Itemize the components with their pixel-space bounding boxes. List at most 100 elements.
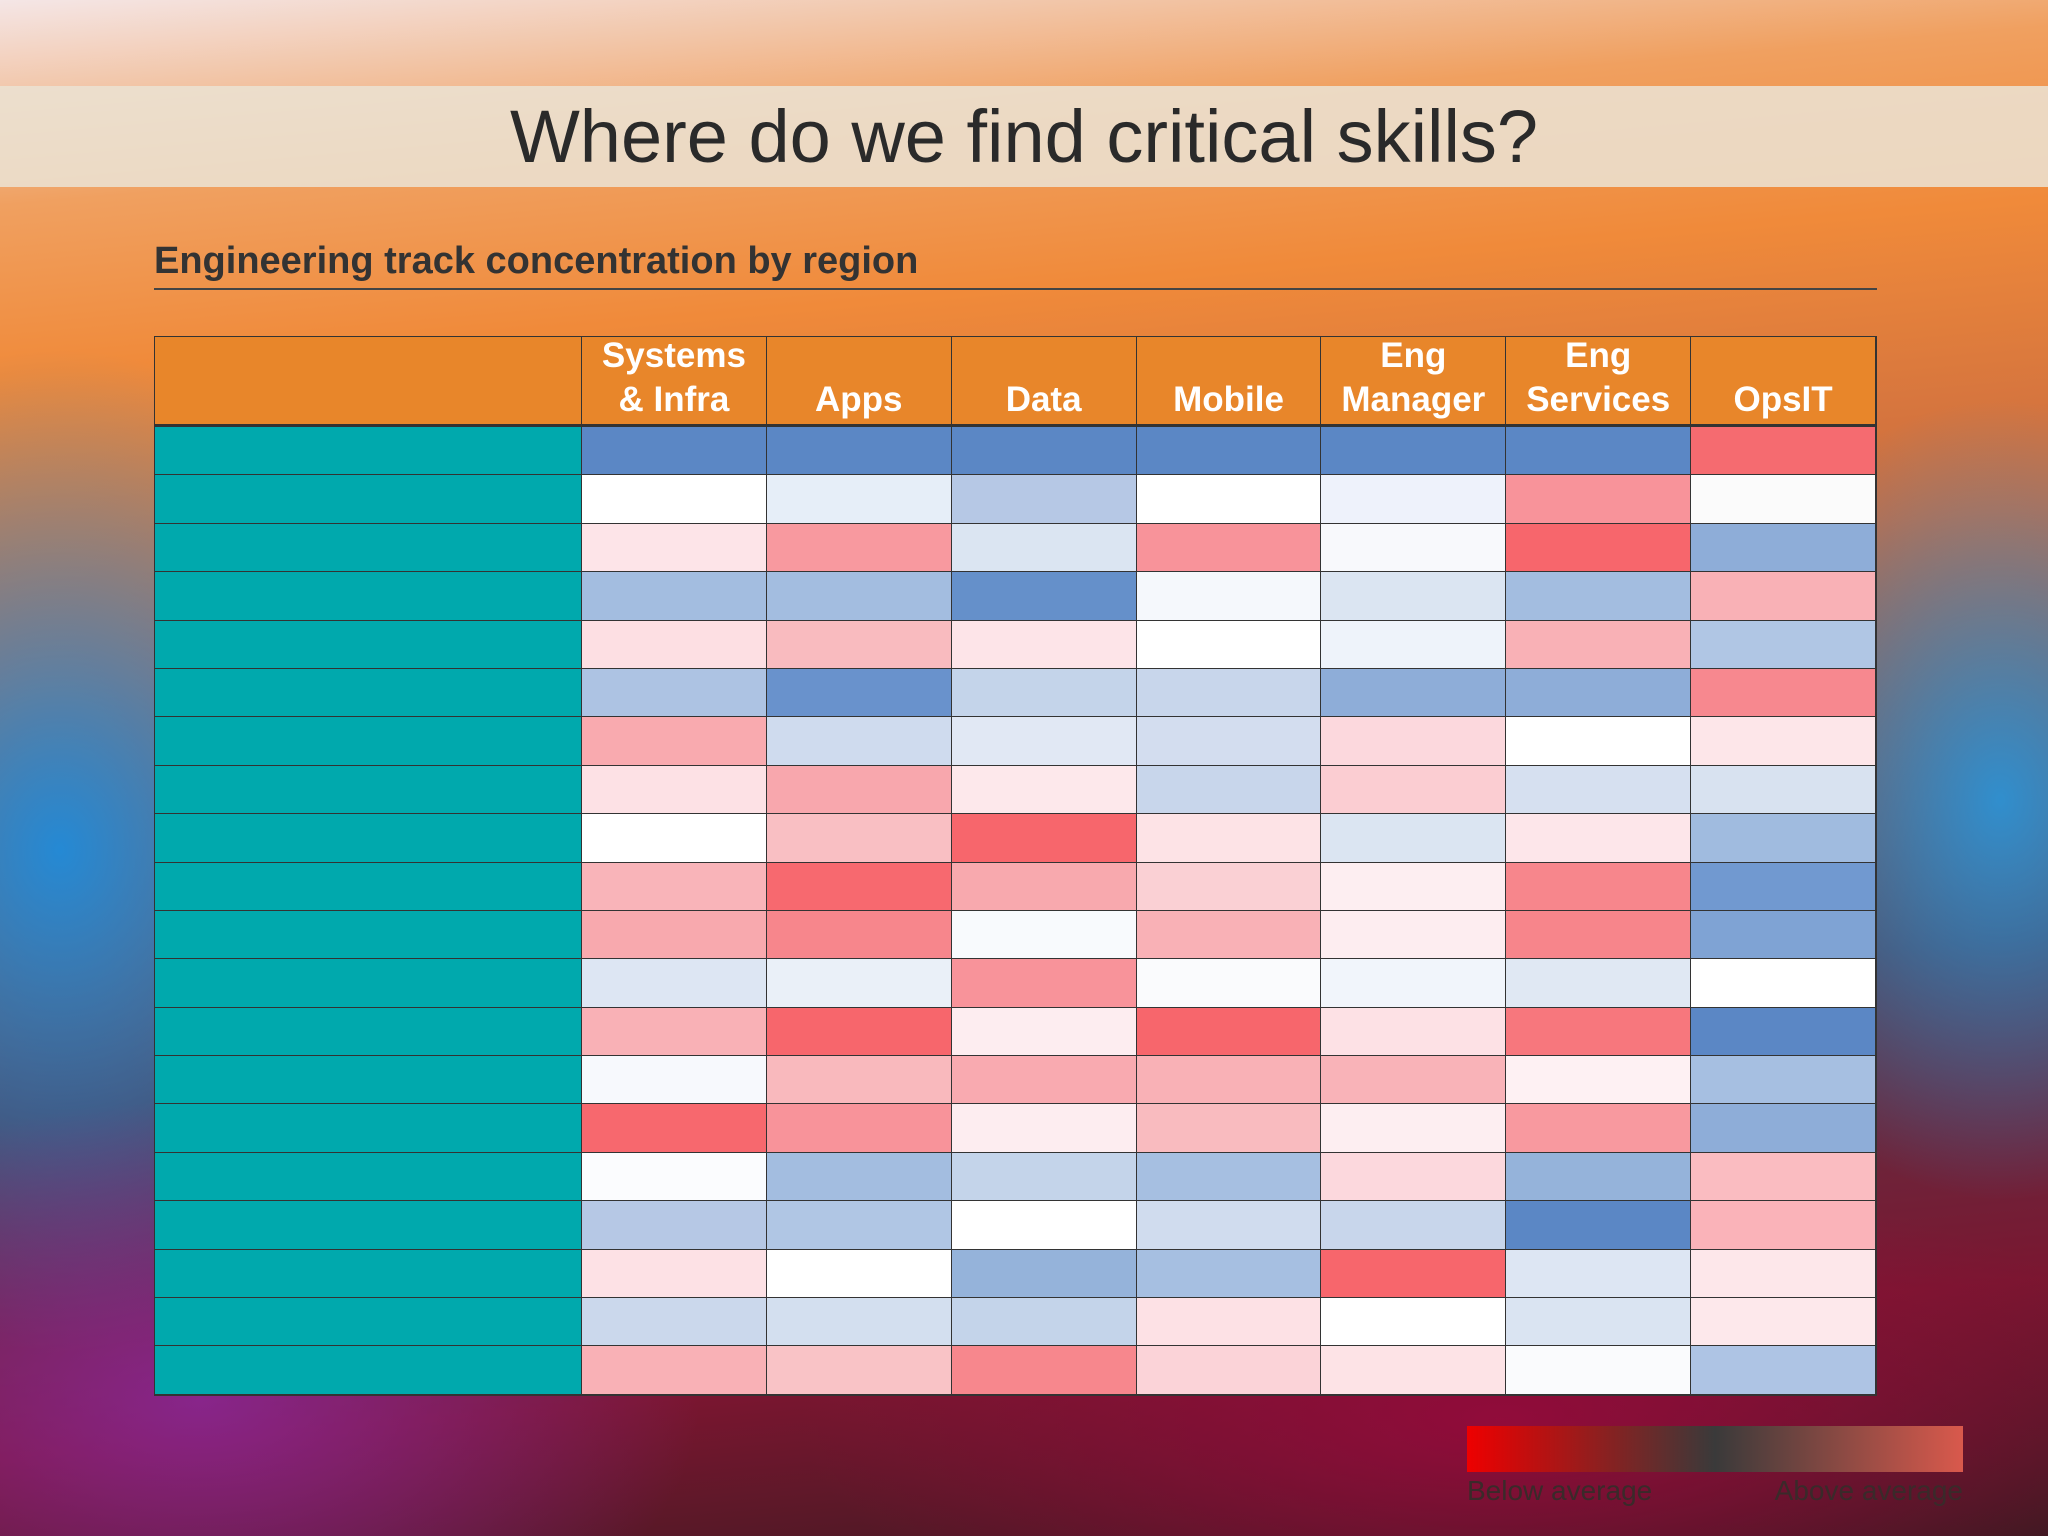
title-banner bbox=[0, 86, 2048, 187]
heatmap-cell bbox=[582, 765, 767, 815]
heatmap-cell bbox=[951, 475, 1137, 524]
heatmap-cell bbox=[1691, 1346, 1876, 1395]
heatmap-cell bbox=[1691, 862, 1876, 911]
column-header: Eng Services bbox=[1506, 336, 1692, 427]
row-label-cell bbox=[155, 1298, 582, 1347]
heatmap-cell bbox=[1691, 523, 1876, 573]
column-header: Eng Manager bbox=[1321, 336, 1507, 427]
heatmap-cell bbox=[1321, 717, 1507, 766]
heatmap-cell bbox=[1136, 1104, 1322, 1153]
row-label-cell bbox=[155, 910, 582, 960]
heatmap-cell bbox=[766, 620, 952, 669]
row-label-cell bbox=[155, 1346, 582, 1395]
row-label-cell bbox=[155, 862, 582, 911]
heatmap-cell bbox=[582, 427, 767, 476]
row-label-cell bbox=[155, 1104, 582, 1153]
heatmap-cell bbox=[1321, 1201, 1507, 1250]
heatmap-cell bbox=[1136, 1249, 1322, 1299]
heatmap-cell bbox=[1691, 1201, 1876, 1250]
subtitle-rule bbox=[154, 288, 1877, 290]
heatmap-cell bbox=[1506, 572, 1692, 621]
heatmap-cell bbox=[582, 1007, 767, 1057]
heatmap-cell bbox=[1136, 523, 1322, 573]
heatmap-cell bbox=[766, 959, 952, 1008]
heatmap-cell bbox=[1321, 668, 1507, 718]
heatmap-cell bbox=[1136, 717, 1322, 766]
heatmap-cell bbox=[1136, 910, 1322, 960]
heatmap-cell bbox=[1691, 572, 1876, 621]
heatmap-cell bbox=[1506, 862, 1692, 911]
heatmap-cell bbox=[1691, 717, 1876, 766]
heatmap-cell bbox=[1136, 668, 1322, 718]
legend-gradient bbox=[1467, 1426, 1963, 1472]
heatmap-cell bbox=[1506, 1298, 1692, 1347]
subtitle: Engineering track concentration by regio… bbox=[154, 240, 919, 282]
heatmap-cell bbox=[951, 814, 1137, 863]
heatmap-cell bbox=[1321, 475, 1507, 524]
heatmap-cell bbox=[582, 862, 767, 911]
heatmap-cell bbox=[1691, 959, 1876, 1008]
heatmap-cell bbox=[582, 668, 767, 718]
heatmap-cell bbox=[766, 475, 952, 524]
heatmap-cell bbox=[951, 668, 1137, 718]
heatmap-cell bbox=[582, 1298, 767, 1347]
row-label-cell bbox=[155, 1201, 582, 1250]
heatmap-cell bbox=[951, 959, 1137, 1008]
heatmap-cell bbox=[766, 1056, 952, 1105]
heatmap-cell bbox=[582, 1249, 767, 1299]
heatmap-cell bbox=[1506, 523, 1692, 573]
heatmap-cell bbox=[951, 910, 1137, 960]
row-label-cell bbox=[155, 814, 582, 863]
heatmap-cell bbox=[1136, 814, 1322, 863]
heatmap-cell bbox=[1691, 1298, 1876, 1347]
heatmap-cell bbox=[1136, 1152, 1322, 1202]
heatmap-cell bbox=[766, 765, 952, 815]
heatmap-cell bbox=[1691, 427, 1876, 476]
heatmap-cell bbox=[766, 1249, 952, 1299]
heatmap-cell bbox=[1136, 475, 1322, 524]
row-label-cell bbox=[155, 475, 582, 524]
slide-title: Where do we find critical skills? bbox=[509, 95, 1539, 178]
heatmap-cell bbox=[951, 523, 1137, 573]
heatmap-cell bbox=[1321, 1346, 1507, 1395]
heatmap-cell bbox=[582, 1056, 767, 1105]
heatmap-cell bbox=[1691, 1152, 1876, 1202]
heatmap-cell bbox=[766, 572, 952, 621]
heatmap-cell bbox=[1691, 1056, 1876, 1105]
heatmap-cell bbox=[1321, 959, 1507, 1008]
heatmap-cell bbox=[1691, 475, 1876, 524]
heatmap-cell bbox=[1506, 620, 1692, 669]
heatmap-cell bbox=[1506, 1152, 1692, 1202]
heatmap-cell bbox=[951, 1346, 1137, 1395]
heatmap-cell bbox=[1321, 1104, 1507, 1153]
row-label-cell bbox=[155, 572, 582, 621]
heatmap-cell bbox=[1321, 1249, 1507, 1299]
heatmap-cell bbox=[766, 1346, 952, 1395]
heatmap-cell bbox=[766, 717, 952, 766]
heatmap-cell bbox=[951, 620, 1137, 669]
heatmap-cell bbox=[1506, 475, 1692, 524]
heatmap-cell bbox=[766, 1201, 952, 1250]
heatmap-cell bbox=[1506, 1007, 1692, 1057]
heatmap-cell bbox=[1136, 1346, 1322, 1395]
heatmap-cell bbox=[1321, 1056, 1507, 1105]
heatmap-cell bbox=[1691, 668, 1876, 718]
heatmap-cell bbox=[766, 668, 952, 718]
heatmap-cell bbox=[951, 427, 1137, 476]
heatmap-cell bbox=[1691, 1007, 1876, 1057]
heatmap-cell bbox=[1321, 427, 1507, 476]
heatmap-cell bbox=[1691, 620, 1876, 669]
heatmap-cell bbox=[1321, 1298, 1507, 1347]
heatmap-cell bbox=[1691, 814, 1876, 863]
column-header: OpsIT bbox=[1691, 337, 1876, 427]
row-label-cell bbox=[155, 668, 582, 718]
heatmap-cell bbox=[951, 862, 1137, 911]
heatmap-cell bbox=[1691, 1249, 1876, 1299]
heatmap-cell bbox=[1136, 765, 1322, 815]
heatmap-cell bbox=[1506, 910, 1692, 960]
heatmap-cell bbox=[1321, 620, 1507, 669]
row-label-cell bbox=[155, 765, 582, 815]
heatmap-cell bbox=[1136, 862, 1322, 911]
heatmap-cell bbox=[1136, 1056, 1322, 1105]
